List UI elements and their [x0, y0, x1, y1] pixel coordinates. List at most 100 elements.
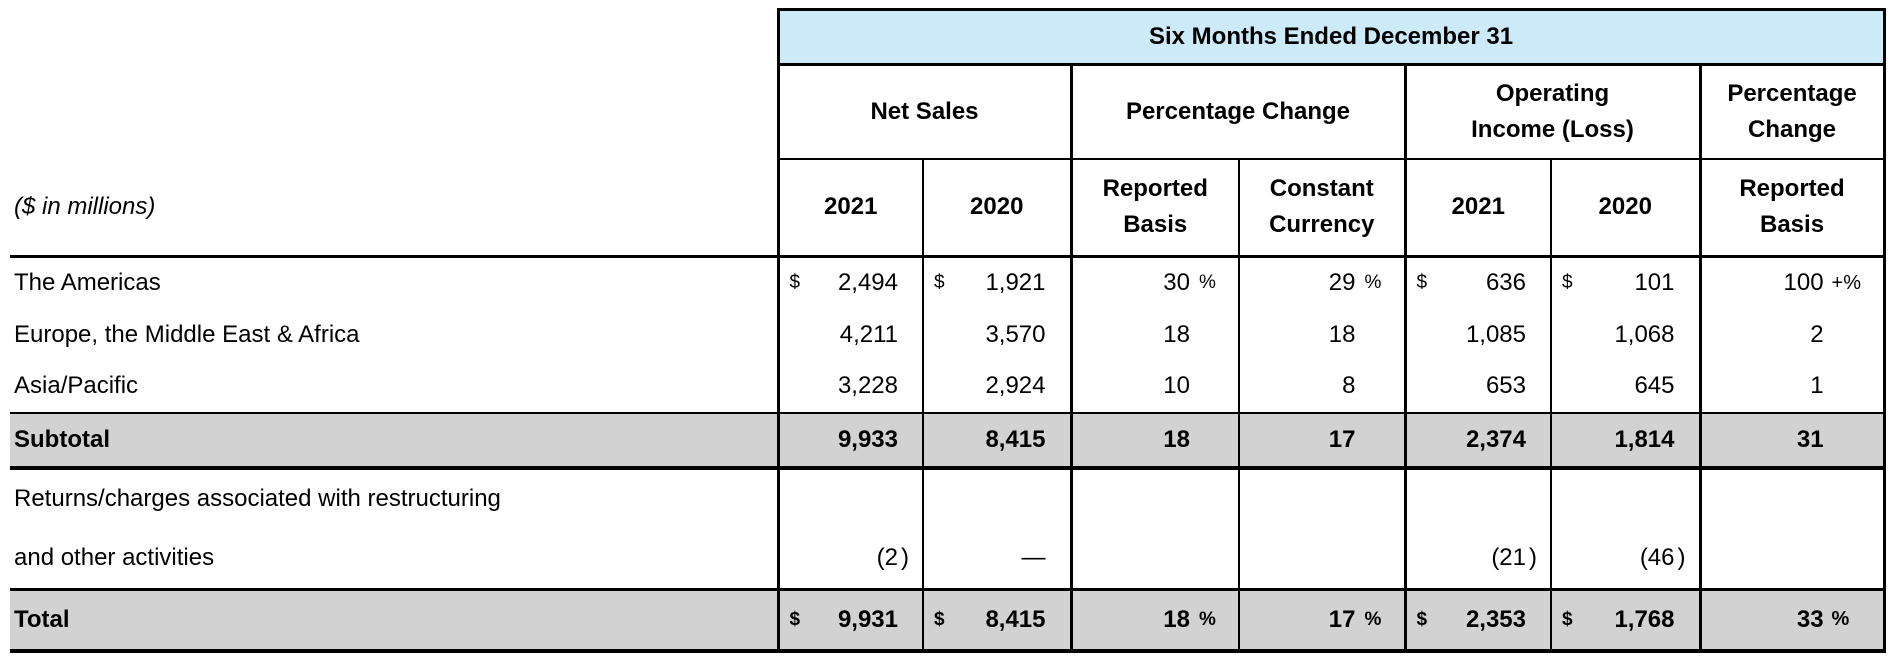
row-emea: Europe, the Middle East & Africa 4,211 3…: [10, 308, 1886, 361]
financial-results-table: Six Months Ended December 31 Net Sales P…: [10, 8, 1886, 653]
row-label: Asia/Pacific: [14, 372, 139, 399]
cell-r4-ns2020: —: [922, 467, 1071, 589]
cell-value: 29: [1328, 269, 1356, 297]
group-percentage-change: Percentage Change: [1069, 64, 1405, 160]
cell-value: 2,353: [1465, 605, 1526, 633]
currency-symbol: $: [1416, 608, 1428, 630]
spacer-cell: [10, 10, 778, 65]
cell-value: 1,921: [985, 269, 1046, 297]
cell-r0-pcrb: 30%: [1069, 256, 1239, 309]
col-pc2-reported-basis: Reported Basis: [1698, 158, 1886, 258]
cell-suffix: +%: [1831, 271, 1862, 294]
cell-r1-pccc: 18: [1238, 308, 1405, 361]
cell-value: 8,415: [985, 425, 1046, 453]
cell-value: 3,570: [985, 320, 1046, 348]
cell-r2-oi2021: 653: [1403, 360, 1551, 413]
spacer-cell: [10, 65, 778, 159]
cell-r4-pcrb: [1069, 467, 1239, 589]
cell-value: 3,228: [837, 372, 898, 399]
cell-r4-ns2021: (2): [776, 467, 923, 589]
cell-value: 17: [1328, 605, 1356, 633]
cell-r0-ns2020: $1,921: [922, 256, 1071, 309]
row-label: The Americas: [14, 269, 161, 297]
cell-suffix: %: [1831, 608, 1850, 631]
cell-suffix: ): [1529, 543, 1537, 571]
cell-r1-ns2021: 4,211: [776, 308, 923, 361]
cell-r4-oi2020: (46): [1550, 467, 1700, 589]
cell-value: 18: [1163, 425, 1190, 453]
cell-r5-ns2020: $8,415: [922, 587, 1071, 653]
row-label-line1: Returns/charges associated with restruct…: [14, 485, 501, 512]
cell-value: 636: [1485, 269, 1526, 297]
cell-suffix: %: [1199, 608, 1216, 630]
cell-value: 17: [1328, 425, 1356, 453]
cell-r2-oi2020: 645: [1550, 360, 1700, 413]
row-subtotal: Subtotal 9,933 8,415 18 17 2,374 1,814 3…: [10, 411, 1886, 470]
col-pc-reported-basis: Reported Basis: [1069, 158, 1239, 258]
cell-value: 2,924: [985, 372, 1046, 399]
cell-value: 31: [1796, 425, 1824, 453]
period-header-row: Six Months Ended December 31: [10, 8, 1886, 66]
cell-value: 2: [1810, 320, 1824, 348]
cell-r0-pccc: 29%: [1238, 256, 1405, 309]
cell-r2-pc2: 1: [1698, 360, 1886, 413]
row-asia-pacific: Asia/Pacific 3,228 2,924 10 8 653 645 1: [10, 360, 1886, 413]
cell-r2-ns2021: 3,228: [776, 360, 923, 413]
cell-value: 18: [1163, 605, 1190, 633]
cell-r3-ns2021: 9,933: [776, 411, 923, 470]
cell-value: 9,931: [837, 605, 898, 633]
cell-value: 9,933: [837, 425, 898, 453]
cell-value: (2: [876, 543, 898, 571]
cell-value: 33: [1796, 605, 1824, 633]
cell-r1-pc2: 2: [1698, 308, 1886, 361]
currency-symbol: $: [1416, 272, 1428, 294]
currency-symbol: $: [934, 272, 945, 294]
cell-value: 1,085: [1465, 320, 1526, 348]
cell-r1-pcrb: 18: [1069, 308, 1239, 361]
cell-r1-ns2020: 3,570: [922, 308, 1071, 361]
cell-suffix: ): [901, 543, 909, 571]
group-percentage-change-2: Percentage Change: [1698, 64, 1886, 160]
cell-r5-pcrb: 18%: [1069, 587, 1239, 653]
cell-value: 8,415: [985, 605, 1046, 633]
cell-value: 2,494: [837, 269, 898, 297]
cell-r0-oi2020: $101: [1550, 256, 1700, 309]
cell-value: (46: [1639, 543, 1675, 571]
cell-value: —: [1021, 543, 1046, 571]
cell-r3-pcrb: 18: [1069, 411, 1239, 470]
row-the-americas: The Americas $2,494 $1,921 30% 29% $636 …: [10, 256, 1886, 309]
cell-value: 18: [1328, 320, 1356, 348]
cell-value: 18: [1163, 320, 1190, 348]
currency-symbol: $: [1562, 272, 1573, 294]
cell-suffix: %: [1199, 272, 1216, 294]
currency-symbol: $: [789, 608, 801, 630]
cell-r5-oi2021: $2,353: [1403, 587, 1551, 653]
cell-value: 1,068: [1614, 320, 1675, 348]
cell-r2-pcrb: 10: [1069, 360, 1239, 413]
col-oi-2021: 2021: [1403, 158, 1551, 258]
period-title: Six Months Ended December 31: [776, 8, 1886, 66]
col-pc-constant-currency: Constant Currency: [1238, 158, 1405, 258]
cell-value: 100: [1783, 269, 1824, 297]
group-header-row: Net Sales Percentage Change Operating In…: [10, 64, 1886, 160]
row-label-line2: and other activities: [14, 544, 215, 571]
col-ns-2021: 2021: [776, 158, 923, 258]
cell-suffix: %: [1364, 272, 1382, 294]
col-oi-2020: 2020: [1550, 158, 1700, 258]
cell-r3-pccc: 17: [1238, 411, 1405, 470]
column-header-row: ($ in millions) 2021 2020 Reported Basis…: [10, 158, 1886, 258]
cell-r4-oi2021: (21): [1403, 467, 1551, 589]
cell-r1-oi2021: 1,085: [1403, 308, 1551, 361]
row-returns-charges: Returns/charges associated with restruct…: [10, 467, 1886, 589]
cell-suffix: ): [1677, 543, 1686, 571]
currency-symbol: $: [1562, 608, 1573, 630]
cell-r1-oi2020: 1,068: [1550, 308, 1700, 361]
currency-symbol: $: [934, 608, 945, 630]
cell-value: (21: [1491, 543, 1526, 571]
row-label: Europe, the Middle East & Africa: [14, 320, 360, 348]
cell-value: 10: [1163, 372, 1190, 399]
col-ns-2020: 2020: [922, 158, 1071, 258]
cell-value: 1: [1810, 372, 1824, 399]
cell-r0-oi2021: $636: [1403, 256, 1551, 309]
cell-value: 8: [1342, 372, 1356, 399]
